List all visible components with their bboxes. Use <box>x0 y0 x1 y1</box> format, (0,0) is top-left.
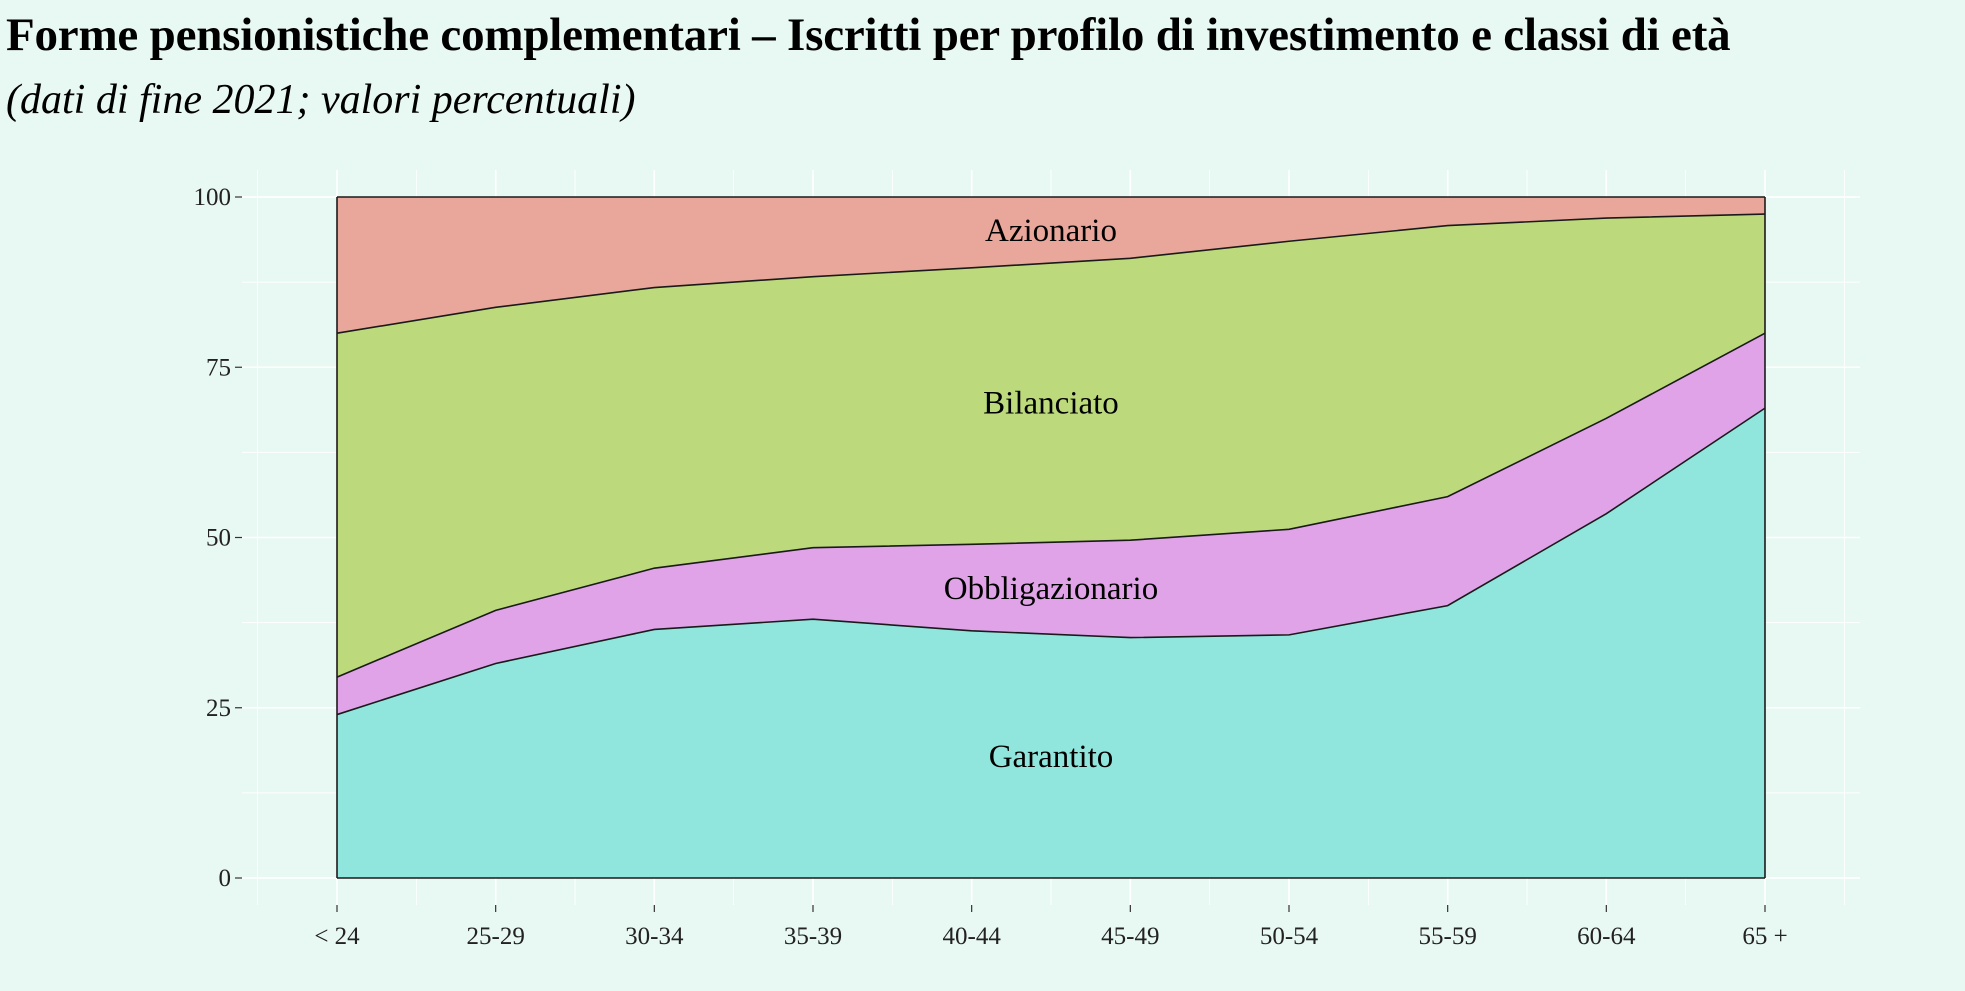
y-tick-label: 25 <box>206 695 231 722</box>
x-tick-label: 55-59 <box>1419 923 1477 950</box>
page-title: Forme pensionistiche complementari – Isc… <box>6 9 1731 61</box>
area-obbligazionario <box>337 333 1765 715</box>
y-tick-label: 75 <box>206 354 231 381</box>
area-label-bilanciato: Bilanciato <box>983 386 1119 422</box>
y-tick-label: 50 <box>206 525 231 552</box>
area-azionario <box>337 197 1765 334</box>
x-tick-label: 40-44 <box>943 923 1002 950</box>
area-bilanciato <box>337 214 1765 678</box>
area-label-obbligazionario: Obbligazionario <box>944 571 1158 607</box>
area-label-garantito: Garantito <box>989 739 1114 775</box>
axes: 0 25 50 75 100 < 24 25-29 30-34 35-39 40-44 45-49 5… <box>194 184 1788 950</box>
x-tick-label: 50-54 <box>1260 923 1319 950</box>
x-tick-label: 65 + <box>1742 923 1787 950</box>
areas <box>337 197 1765 878</box>
x-tick-label: 30-34 <box>625 923 684 950</box>
boundary-obbligazionario <box>336 332 1766 678</box>
boundary-garantito <box>336 407 1766 716</box>
area-garantito <box>337 408 1765 878</box>
page-subtitle: (dati di fine 2021; valori percentuali) <box>6 77 636 123</box>
boundary-bilanciato <box>336 213 1766 334</box>
area-label-azionario: Azionario <box>985 213 1117 249</box>
plot-frame <box>336 196 1766 879</box>
x-tick-label: 60-64 <box>1577 923 1636 950</box>
y-tick-label: 100 <box>194 184 232 211</box>
x-tick-label: < 24 <box>314 923 360 950</box>
x-tick-label: 45-49 <box>1101 923 1159 950</box>
x-tick-label: 25-29 <box>467 923 525 950</box>
y-tick-label: 0 <box>219 865 232 892</box>
x-tick-label: 35-39 <box>784 923 842 950</box>
area-labels: Garantito Obbligazionario Bilanciato Aziona… <box>944 213 1158 775</box>
